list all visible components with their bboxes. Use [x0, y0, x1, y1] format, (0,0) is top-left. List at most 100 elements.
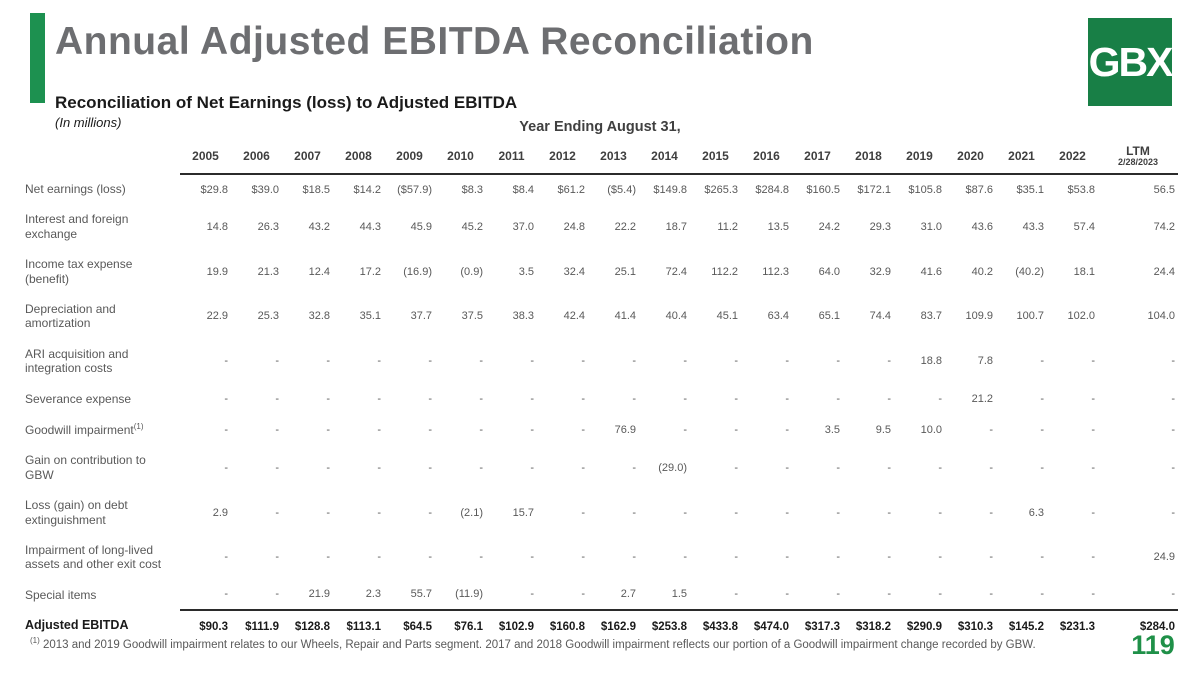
value-cell: - — [530, 355, 534, 368]
value-cell: - — [530, 423, 534, 436]
value-cell: - — [224, 461, 228, 474]
value-cell: - — [938, 551, 942, 564]
value-cell: 18.1 — [1073, 265, 1095, 278]
year-ending-caption: Year Ending August 31, — [519, 119, 681, 135]
value-cell: - — [530, 551, 534, 564]
value-cell: 45.1 — [716, 310, 738, 323]
ebitda-reconciliation-table: 2005 2006 2007 2008 2009 2010 2011 2012 2013 2014… — [22, 141, 1178, 642]
value-cell: $310.3 — [945, 609, 996, 642]
row-label: Gain on contribution to GBW — [25, 453, 146, 482]
value-cell: - — [734, 506, 738, 519]
value-cell: $18.5 — [302, 183, 330, 196]
value-cell: 3.5 — [518, 265, 534, 278]
year-column-header: 2022 — [1047, 141, 1098, 176]
value-cell: $474.0 — [741, 609, 792, 642]
footnote-marker: (1) — [30, 636, 40, 645]
value-cell: - — [683, 355, 687, 368]
value-cell: 74.4 — [869, 310, 891, 323]
year-column-header: 2019 — [894, 141, 945, 176]
value-cell: 13.5 — [767, 220, 789, 233]
value-cell: - — [377, 392, 381, 405]
value-cell: - — [683, 423, 687, 436]
value-cell: $14.2 — [353, 183, 381, 196]
table-row: Impairment of long-lived assets and othe… — [22, 535, 1178, 580]
value-cell: 40.2 — [971, 265, 993, 278]
value-cell: 1.5 — [671, 588, 687, 601]
value-cell: - — [836, 392, 840, 405]
value-cell: ($5.4) — [607, 183, 636, 196]
units-note: (In millions) — [55, 115, 122, 130]
value-cell: 22.2 — [614, 220, 636, 233]
value-cell: - — [224, 392, 228, 405]
value-cell: - — [1091, 355, 1095, 368]
table-row: ARI acquisition and integration costs - - -… — [22, 339, 1178, 384]
table-row: Loss (gain) on debt extinguishment 2.9 - - -… — [22, 490, 1178, 535]
value-cell: - — [734, 461, 738, 474]
value-cell: - — [683, 506, 687, 519]
value-cell: - — [938, 461, 942, 474]
value-cell: $162.9 — [588, 609, 639, 642]
value-cell: 43.6 — [971, 220, 993, 233]
value-cell: - — [632, 506, 636, 519]
value-cell: - — [1040, 355, 1044, 368]
header-row: 2005 2006 2007 2008 2009 2010 2011 2012 2013 2014… — [22, 141, 1178, 176]
value-cell: $87.6 — [965, 183, 993, 196]
value-cell: 37.0 — [512, 220, 534, 233]
value-cell: 37.7 — [410, 310, 432, 323]
value-cell: - — [377, 461, 381, 474]
value-cell: 102.0 — [1067, 310, 1095, 323]
page-number: 119 — [1131, 630, 1175, 660]
year-column-header: 2010 — [435, 141, 486, 176]
value-cell: - — [428, 506, 432, 519]
row-label: Impairment of long-lived assets and othe… — [25, 542, 162, 572]
value-cell: 40.4 — [665, 310, 687, 323]
value-cell: - — [1040, 551, 1044, 564]
row-label: Goodwill impairment(1) — [25, 421, 144, 437]
table-row: Severance expense - - - - - - - - - - - - - - - 21.2 - - - — [22, 384, 1178, 414]
value-cell: - — [275, 461, 279, 474]
value-cell: - — [785, 355, 789, 368]
year-column-header: 2017 — [792, 141, 843, 176]
value-cell: - — [734, 551, 738, 564]
value-cell: - — [1091, 551, 1095, 564]
value-cell: - — [224, 423, 228, 436]
year-column-header: 2016 — [741, 141, 792, 176]
value-cell: - — [326, 392, 330, 405]
year-column-header: 2012 — [537, 141, 588, 176]
value-cell: - — [683, 392, 687, 405]
value-cell: 83.7 — [920, 310, 942, 323]
value-cell: 21.3 — [257, 265, 279, 278]
value-cell: 2.9 — [212, 506, 228, 519]
value-cell: - — [989, 423, 993, 436]
value-cell: - — [1040, 392, 1044, 405]
year-column-header: 2007 — [282, 141, 333, 176]
value-cell: 74.2 — [1153, 220, 1175, 233]
value-cell: - — [887, 506, 891, 519]
value-cell: - — [938, 506, 942, 519]
row-label: Interest and foreign exchange — [25, 212, 129, 241]
value-cell: 21.2 — [971, 392, 993, 405]
value-cell: 25.3 — [257, 310, 279, 323]
value-cell: 35.1 — [359, 310, 381, 323]
value-cell: 32.4 — [563, 265, 585, 278]
value-cell: 76.9 — [614, 423, 636, 436]
value-cell: 24.2 — [818, 220, 840, 233]
value-cell: - — [377, 423, 381, 436]
value-cell: - — [632, 392, 636, 405]
value-cell: 17.2 — [359, 265, 381, 278]
value-cell: - — [479, 423, 483, 436]
value-cell: - — [581, 588, 585, 601]
value-cell: $128.8 — [282, 609, 333, 642]
row-label: Income tax expense (benefit) — [25, 257, 133, 286]
value-cell: $284.8 — [755, 183, 789, 196]
table-row: Net earnings (loss) $29.8 $39.0 $18.5 $14.2 (… — [22, 174, 1178, 204]
value-cell: 24.9 — [1153, 551, 1175, 564]
value-cell: - — [1171, 588, 1175, 601]
value-cell: - — [275, 506, 279, 519]
value-cell: 65.1 — [818, 310, 840, 323]
value-cell: - — [887, 588, 891, 601]
value-cell: $149.8 — [653, 183, 687, 196]
year-column-header: 2008 — [333, 141, 384, 176]
value-cell: (16.9) — [403, 265, 432, 278]
value-cell: $105.8 — [908, 183, 942, 196]
